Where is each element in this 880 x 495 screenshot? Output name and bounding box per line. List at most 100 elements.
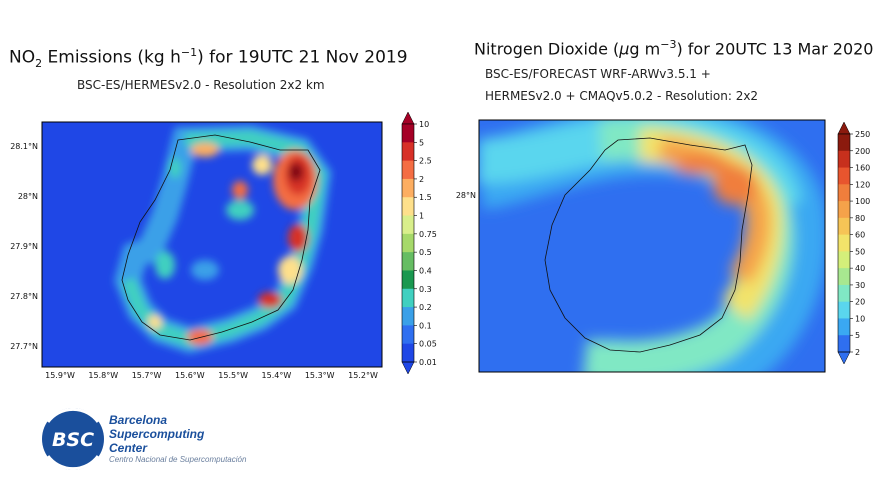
- right-title-sup: −3: [660, 38, 677, 51]
- right-chart-title: Nitrogen Dioxide (μg m−3) for 20UTC 13 M…: [474, 38, 873, 58]
- left-hotspot-east-yellow: [278, 256, 302, 284]
- left-chart-subtitle: BSC-ES/HERMESv2.0 - Resolution 2x2 km: [77, 78, 325, 92]
- right-colorbar-segment: [838, 201, 850, 219]
- bsc-logo-badge-text: BSC: [52, 429, 94, 451]
- left-hotspot-north: [191, 143, 219, 157]
- left-x-tick-label: 15.6°W: [175, 371, 205, 380]
- right-y-tick-labels: 28°N: [456, 191, 476, 200]
- left-map-frame: [41, 121, 383, 368]
- right-map-frame: [478, 119, 826, 373]
- left-colorbar-segment: [402, 124, 414, 143]
- left-colorbar-max-arrow: [401, 111, 415, 125]
- right-coastline: [544, 137, 753, 353]
- right-colorbar-segment: [838, 234, 850, 252]
- left-colorbar: [401, 111, 415, 375]
- left-colorbar-tick-label: 5: [419, 138, 424, 147]
- left-colorbar-segment: [402, 178, 414, 198]
- left-y-tick-label: 27.7°N: [10, 342, 38, 351]
- bsc-logo-line3: Center: [109, 441, 148, 455]
- left-y-tick-label: 28°N: [18, 192, 38, 201]
- left-x-tick-labels: 15.9°W 15.8°W 15.7°W 15.6°W 15.5°W 15.4°W 15.3…: [45, 371, 378, 380]
- bsc-logo-badge: BSC: [42, 407, 104, 471]
- left-title-post: ) for 19UTC 21 Nov 2019: [197, 47, 408, 68]
- bsc-logo-arc-bottom: [46, 455, 100, 471]
- left-colorbar-tick-label: 0.3: [419, 285, 432, 294]
- right-colorbar-tick-label: 160: [855, 164, 870, 173]
- left-x-tick-label: 15.9°W: [45, 371, 75, 380]
- left-colorbar-min-arrow: [401, 361, 415, 375]
- right-hotspot-ne: [713, 165, 757, 205]
- left-title-sup: −1: [180, 46, 198, 59]
- right-colorbar-tick-labels: 250 200 160 120 100 80 60 50 40 30 20 10 5 2: [850, 130, 870, 357]
- right-colorbar-tick-label: 60: [855, 231, 865, 240]
- left-colorbar-segment: [402, 197, 414, 217]
- left-colorbar-tick-label: 0.1: [419, 321, 432, 330]
- right-colorbar-tick-label: 20: [855, 298, 865, 307]
- left-map: [41, 121, 383, 368]
- left-colorbar-tick-label: 2: [419, 175, 424, 184]
- left-colorbar-tick-label: 1.5: [419, 193, 432, 202]
- right-colorbar-tick-label: 10: [855, 314, 865, 323]
- left-colorbar-segment: [402, 325, 414, 345]
- left-colorbar-segment: [402, 288, 414, 308]
- left-colorbar-tick-labels: 10 5 2.5 2 1.5 1 0.75 0.5 0.4 0.3 0.2 0.1 0.05 0.01: [414, 120, 437, 367]
- left-inland-blob-2: [155, 251, 175, 279]
- left-chart-title: NO2 Emissions (kg h−1) for 19UTC 21 Nov …: [9, 46, 408, 70]
- left-hotspot-center: [232, 181, 248, 199]
- left-colorbar-segment: [402, 307, 414, 326]
- right-title-pre: Nitrogen Dioxide (: [474, 39, 620, 59]
- left-inland-blob-3: [226, 200, 254, 220]
- left-x-tick-label: 15.2°W: [348, 371, 378, 380]
- right-colorbar-tick-label: 2: [855, 348, 860, 357]
- right-colorbar-segment: [838, 134, 850, 152]
- right-colorbar-tick-label: 250: [855, 130, 870, 139]
- left-hotspot-yellow: [252, 155, 272, 175]
- left-colorbar-tick-label: 0.5: [419, 248, 432, 257]
- right-colorbar-tick-label: 80: [855, 214, 865, 223]
- left-coastline: [121, 134, 321, 341]
- right-colorbar-segment: [838, 251, 850, 269]
- left-colorbar-tick-label: 0.2: [419, 303, 432, 312]
- left-colorbar-segment: [402, 252, 414, 271]
- left-hotspot-sw: [148, 315, 162, 329]
- left-x-tick-label: 15.5°W: [218, 371, 248, 380]
- right-colorbar-segment: [838, 217, 850, 236]
- left-title-sub: 2: [35, 57, 43, 71]
- right-colorbar-segment: [838, 184, 850, 202]
- right-colorbar-segment: [838, 318, 850, 336]
- right-hotspot-north: [674, 155, 726, 175]
- left-x-tick-label: 15.4°W: [262, 371, 292, 380]
- right-colorbar-segment: [838, 268, 850, 286]
- left-colorbar-tick-label: 0.01: [419, 358, 437, 367]
- right-colorbar-tick-label: 120: [855, 180, 870, 189]
- right-title-post: ) for 20UTC 13 Mar 2020: [676, 39, 874, 59]
- right-colorbar-min-arrow: [837, 351, 851, 365]
- left-colorbar-frame: [401, 123, 415, 363]
- right-colorbar-tick-label: 30: [855, 281, 865, 290]
- right-colorbar-tick-label: 50: [855, 247, 865, 256]
- left-hotspot-south: [187, 329, 213, 345]
- bsc-logo-line4: Centro Nacional de Supercomputación: [109, 455, 247, 464]
- bsc-logo-circle: [42, 408, 104, 470]
- right-chart-subtitle-line2: HERMESv2.0 + CMAQv5.0.2 - Resolution: 2x…: [485, 89, 759, 103]
- right-colorbar-tick-label: 40: [855, 264, 865, 273]
- left-colorbar-segment: [402, 270, 414, 290]
- right-colorbar: [837, 121, 851, 365]
- left-colorbar-tick-label: 0.75: [419, 230, 437, 239]
- right-colorbar-tick-label: 5: [855, 331, 860, 340]
- left-hotspot-ne-core: [289, 163, 303, 181]
- right-concentration-field: [479, 120, 825, 372]
- left-inland-blob: [191, 260, 219, 280]
- right-colorbar-segment: [838, 150, 850, 169]
- left-y-tick-label: 27.9°N: [10, 242, 38, 251]
- right-title-mu: μ: [619, 39, 630, 59]
- left-colorbar-tick-label: 10: [419, 120, 429, 129]
- left-colorbar-tick-label: 2.5: [419, 157, 432, 166]
- right-colorbar-segment: [838, 284, 850, 303]
- left-colorbar-tick-label: 1: [419, 212, 424, 221]
- right-colorbar-segment: [838, 301, 850, 319]
- right-colorbar-frame: [837, 133, 851, 353]
- bsc-logo-arc-top: [46, 407, 100, 423]
- right-colorbar-segment: [838, 167, 850, 185]
- left-y-tick-labels: 28.1°N 28°N 27.9°N 27.8°N 27.7°N: [10, 142, 38, 351]
